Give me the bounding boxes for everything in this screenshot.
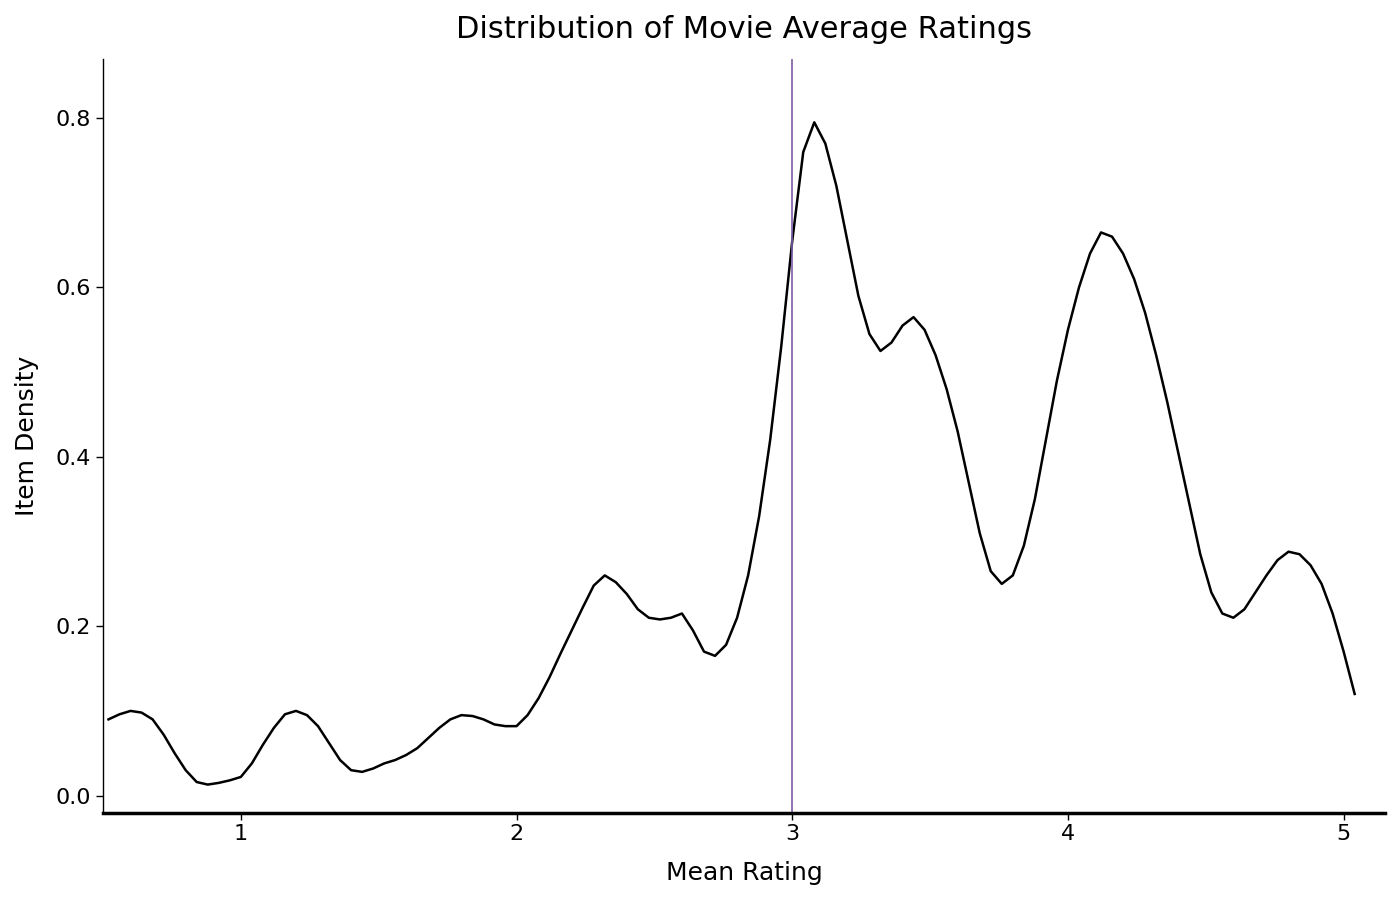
Y-axis label: Item Density: Item Density — [15, 356, 39, 516]
X-axis label: Mean Rating: Mean Rating — [665, 861, 822, 885]
Title: Distribution of Movie Average Ratings: Distribution of Movie Average Ratings — [456, 15, 1032, 44]
